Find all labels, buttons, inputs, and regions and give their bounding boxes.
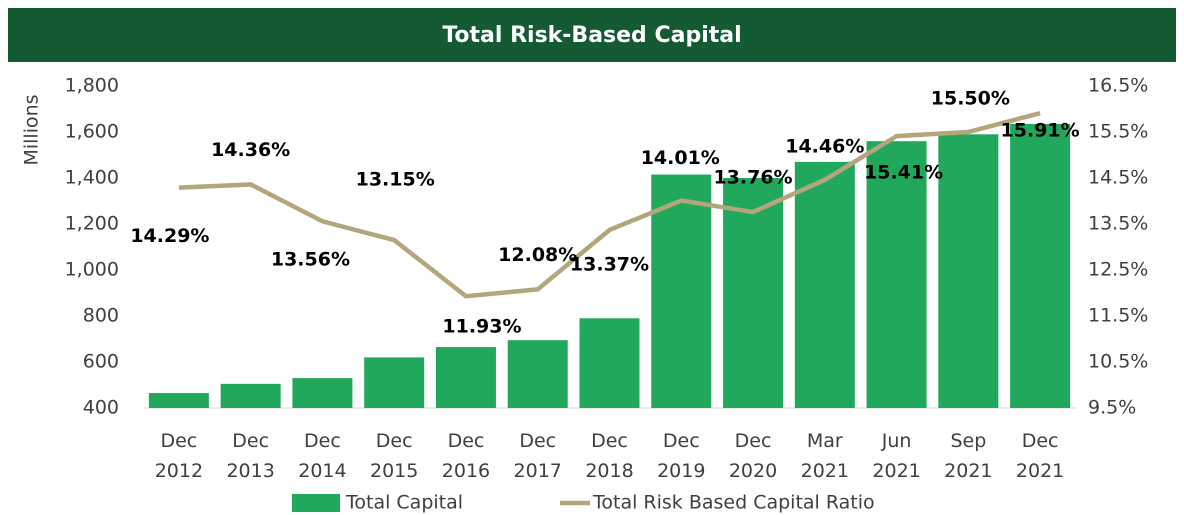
legend-swatch xyxy=(292,494,340,512)
x-tick-label-line: Mar xyxy=(807,430,843,452)
bar xyxy=(220,383,281,408)
bar xyxy=(507,340,568,408)
bar xyxy=(148,393,209,408)
x-tick-label-line: 2014 xyxy=(298,460,346,482)
x-tick-label: Dec 2017 xyxy=(514,430,562,482)
x-tick-label-line: 2013 xyxy=(226,460,274,482)
x-tick-label-line: Dec xyxy=(448,430,485,452)
y-tick-label: 600 xyxy=(83,351,119,373)
y2-tick-label: 10.5% xyxy=(1088,351,1148,373)
y-tick-label: 800 xyxy=(83,305,119,327)
x-tick-label-line: 2021 xyxy=(801,460,849,482)
x-tick-label: Dec 2014 xyxy=(298,430,346,482)
x-tick-label-line: Dec xyxy=(376,430,413,452)
bar xyxy=(1010,123,1071,408)
data-label: 15.41% xyxy=(864,162,943,184)
y-axis-label: Millions xyxy=(21,94,43,165)
bar xyxy=(435,347,496,408)
y2-tick-label: 14.5% xyxy=(1088,167,1148,189)
x-tick-label-line: 2021 xyxy=(944,460,992,482)
legend-label: Total Risk Based Capital Ratio xyxy=(592,492,875,514)
x-tick-label-line: 2018 xyxy=(585,460,633,482)
y-tick-label: 1,000 xyxy=(65,259,119,281)
line xyxy=(178,110,1041,299)
x-tick-label-line: Sep xyxy=(950,430,986,452)
x-tick-label-line: 2021 xyxy=(1016,460,1064,482)
bar xyxy=(579,318,640,408)
y2-tick-label: 9.5% xyxy=(1088,397,1136,419)
x-tick-label-line: 2012 xyxy=(155,460,203,482)
x-tick-label-line: Dec xyxy=(591,430,628,452)
data-label: 13.56% xyxy=(271,249,350,271)
x-tick-label: Jun 2021 xyxy=(872,430,920,482)
x-tick-label-line: 2015 xyxy=(370,460,418,482)
data-label: 14.29% xyxy=(130,225,209,247)
y2-tick-label: 13.5% xyxy=(1088,213,1148,235)
y-tick-label: 400 xyxy=(83,397,119,419)
y2-tick-label: 12.5% xyxy=(1088,259,1148,281)
x-tick-label-line: Dec xyxy=(232,430,269,452)
x-tick-label-line: 2021 xyxy=(872,460,920,482)
y-tick-label: 1,600 xyxy=(65,121,119,143)
data-label: 14.01% xyxy=(641,147,720,169)
y-tick-label: 1,200 xyxy=(65,213,119,235)
bar xyxy=(866,141,927,408)
data-label: 15.91% xyxy=(1001,120,1080,142)
x-tick-label-line: Dec xyxy=(735,430,772,452)
title-banner xyxy=(8,8,1176,62)
x-tick-label-line: Dec xyxy=(304,430,341,452)
x-tick-label: Dec 2013 xyxy=(226,430,274,482)
x-tick-label-line: 2016 xyxy=(442,460,490,482)
y2-tick-label: 11.5% xyxy=(1088,305,1148,327)
x-tick-label-line: 2017 xyxy=(514,460,562,482)
x-tick-label-line: Dec xyxy=(1022,430,1059,452)
x-tick-label: Mar 2021 xyxy=(801,430,849,482)
x-tick-label: Dec 2012 xyxy=(155,430,203,482)
x-tick-label: Dec 2020 xyxy=(729,430,777,482)
y2-tick-label: 15.5% xyxy=(1088,121,1148,143)
x-tick-label-line: Jun xyxy=(881,430,912,452)
x-tick-label: Dec 2016 xyxy=(442,430,490,482)
data-label: 11.93% xyxy=(442,316,521,338)
bar xyxy=(651,174,712,408)
bar xyxy=(794,161,855,408)
x-tick-label: Dec 2015 xyxy=(370,430,418,482)
x-tick-label-line: Dec xyxy=(160,430,197,452)
data-label: 15.50% xyxy=(931,88,1010,110)
chart-title: Total Risk-Based Capital xyxy=(442,23,741,48)
x-tick-label: Dec 2018 xyxy=(585,430,633,482)
x-tick-label-line: 2019 xyxy=(657,460,705,482)
x-tick-label-line: Dec xyxy=(663,430,700,452)
x-tick-label-line: Dec xyxy=(519,430,556,452)
x-tick-label-line: 2020 xyxy=(729,460,777,482)
y-tick-label: 1,800 xyxy=(65,75,119,97)
data-label: 14.46% xyxy=(785,135,864,157)
data-label: 13.15% xyxy=(356,169,435,191)
bar xyxy=(292,378,353,408)
bar xyxy=(938,134,999,409)
data-label: 14.36% xyxy=(211,139,290,161)
x-tick-label: Dec 2021 xyxy=(1016,430,1064,482)
legend-label: Total Capital xyxy=(345,492,463,514)
data-label: 12.08% xyxy=(498,244,577,266)
data-label: 13.76% xyxy=(713,167,792,189)
y-tick-label: 1,400 xyxy=(65,167,119,189)
x-tick-label: Dec 2019 xyxy=(657,430,705,482)
bar xyxy=(723,178,784,408)
data-label: 13.37% xyxy=(570,253,649,275)
y2-tick-label: 16.5% xyxy=(1088,75,1148,97)
bar xyxy=(364,357,425,408)
x-tick-label: Sep 2021 xyxy=(944,430,992,482)
